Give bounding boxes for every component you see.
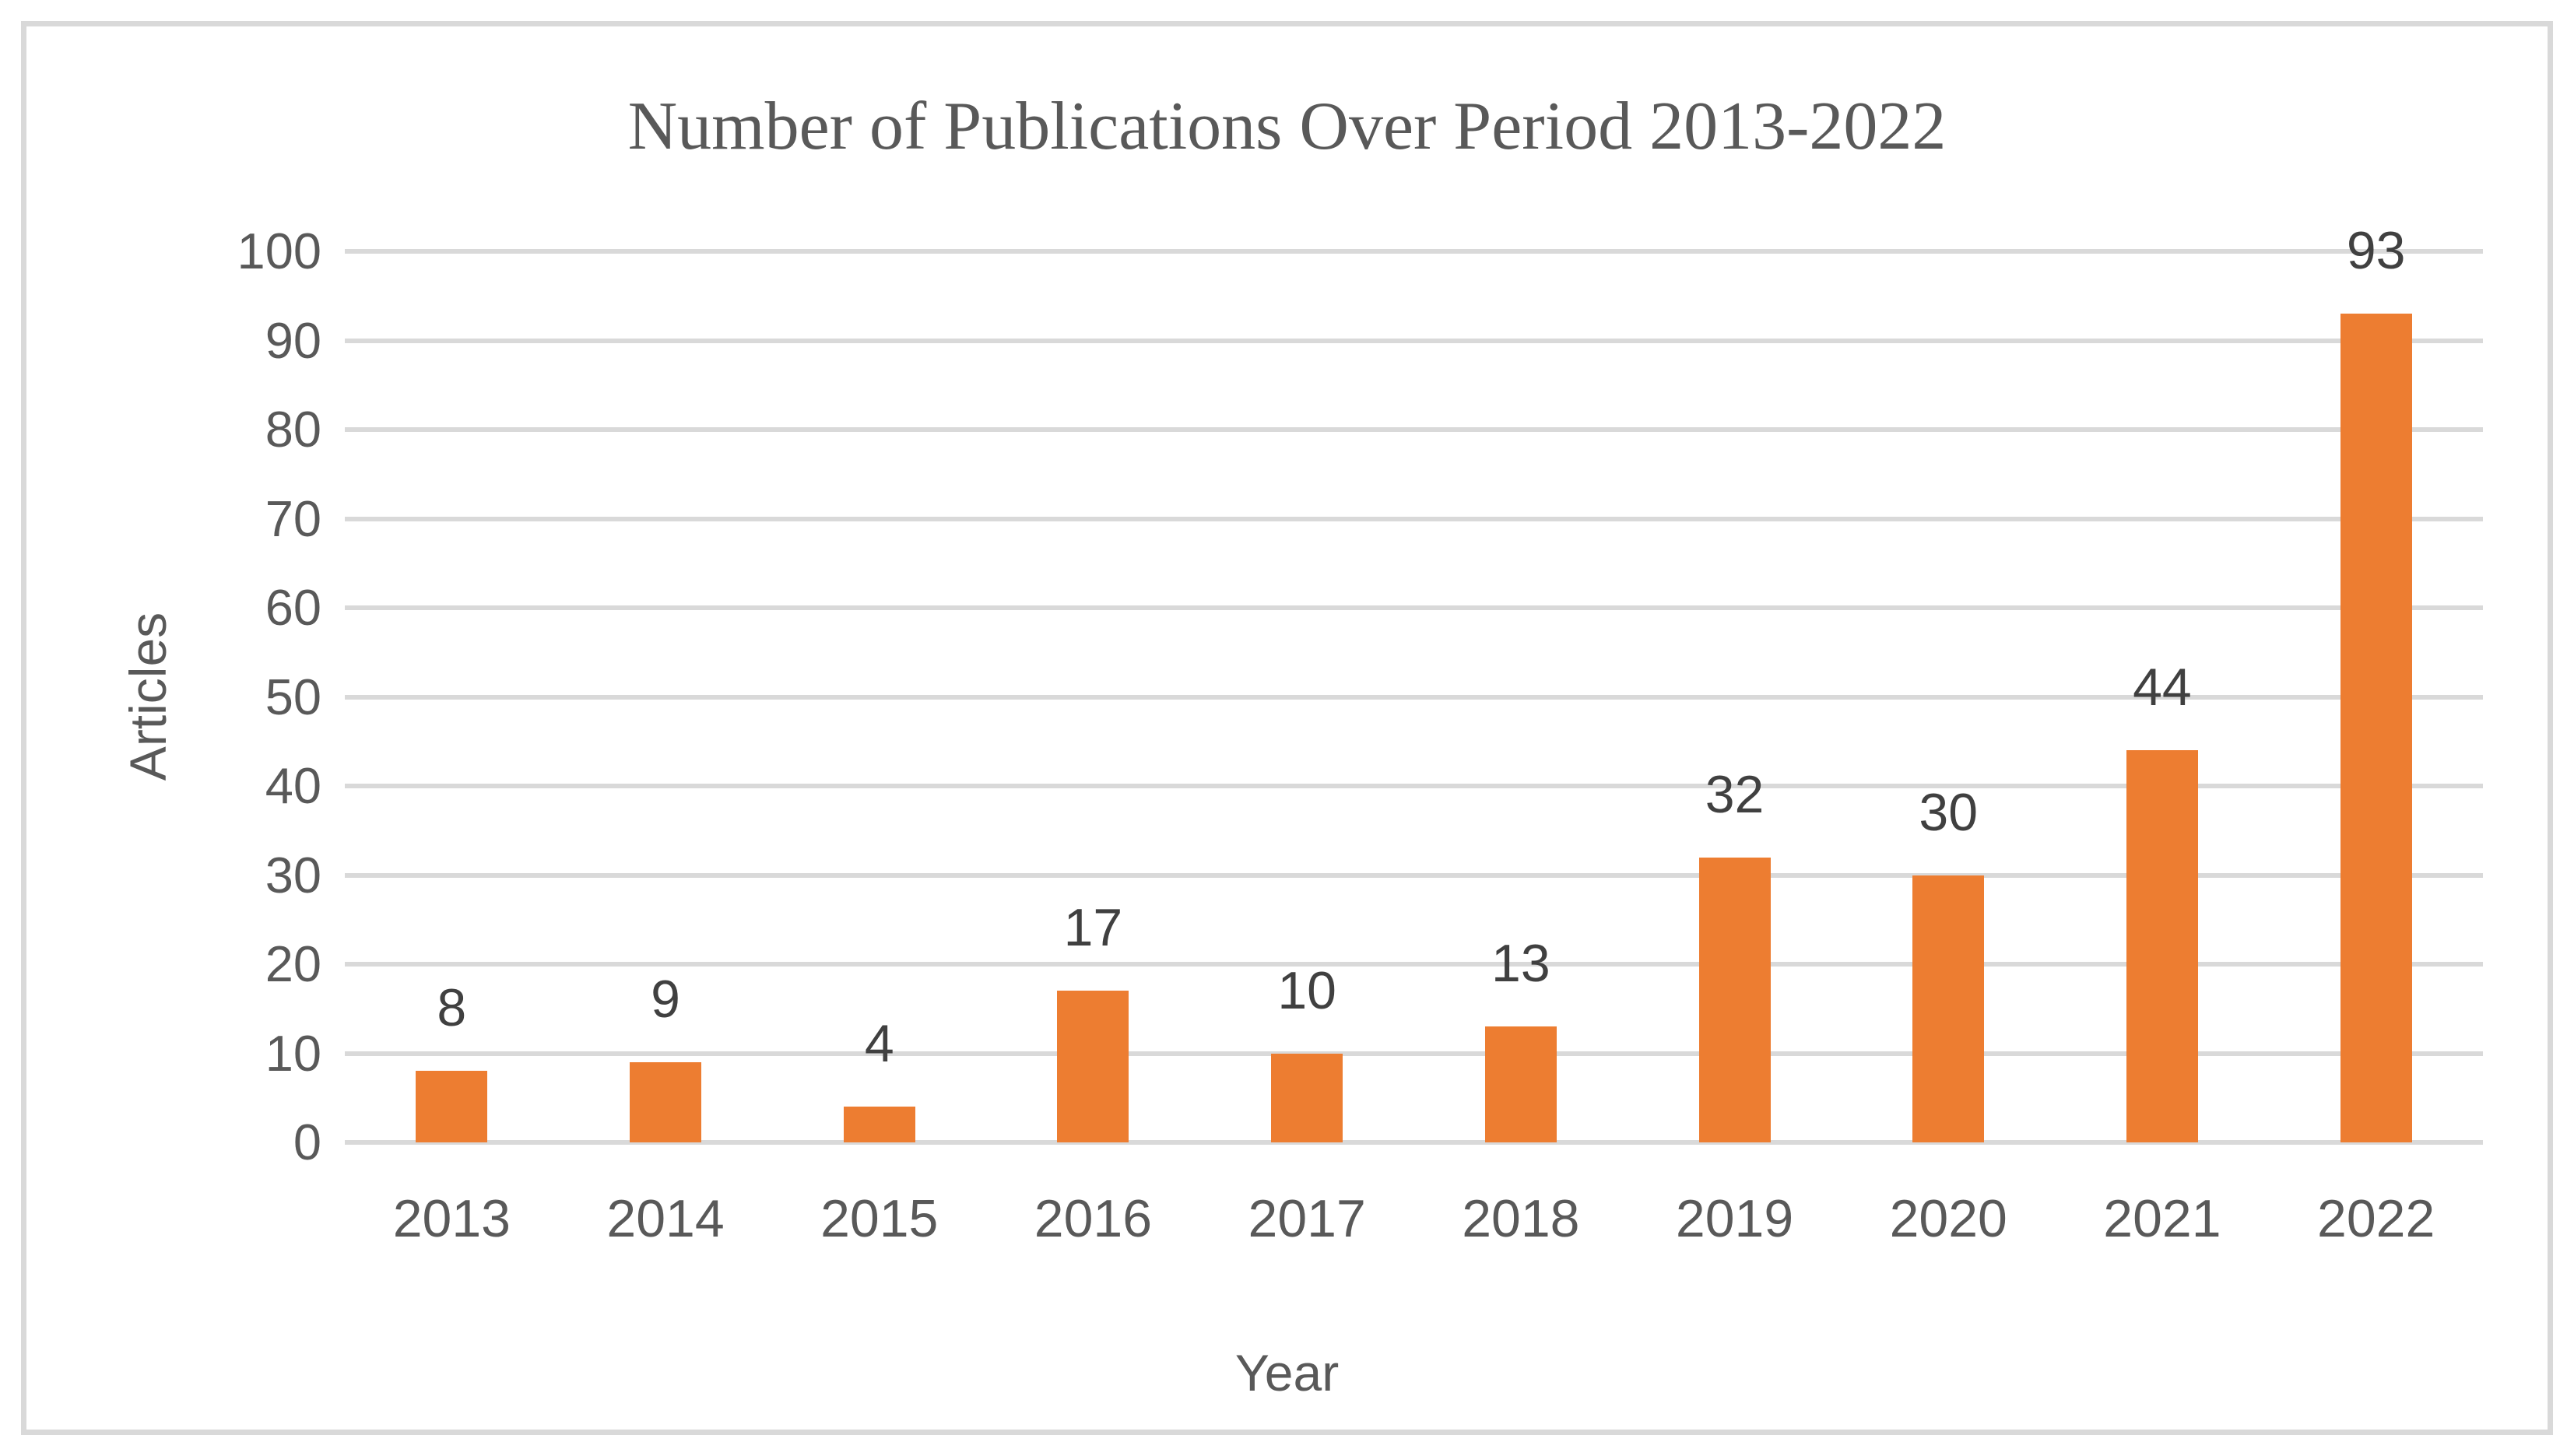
data-label-2019: 32: [1705, 764, 1765, 824]
gridline-80: [345, 427, 2483, 432]
x-tick-label-2014: 2014: [606, 1189, 725, 1248]
gridline-20: [345, 962, 2483, 967]
gridline-30: [345, 872, 2483, 878]
x-axis-title: Year: [1234, 1344, 1340, 1402]
data-label-2020: 30: [1919, 782, 1979, 842]
bar-2018: [1484, 1026, 1557, 1142]
y-tick-label-60: 60: [265, 579, 321, 636]
y-tick-label-30: 30: [265, 846, 321, 903]
gridline-0: [345, 1140, 2483, 1145]
bar-2014: [630, 1061, 702, 1142]
bar-2017: [1271, 1053, 1343, 1142]
gridline-50: [345, 694, 2483, 700]
x-tick-label-2021: 2021: [2103, 1189, 2221, 1248]
bar-2015: [843, 1107, 915, 1142]
bar-2020: [1912, 875, 1985, 1142]
bar-2022: [2340, 314, 2412, 1142]
data-label-2015: 4: [864, 1014, 894, 1074]
bar-2019: [1698, 857, 1771, 1142]
x-tick-label-2020: 2020: [1889, 1189, 2007, 1248]
gridline-40: [345, 784, 2483, 788]
chart-title: Number of Publications Over Period 2013-…: [627, 89, 1947, 164]
y-tick-label-20: 20: [265, 935, 321, 992]
gridline-10: [345, 1051, 2483, 1056]
gridline-60: [345, 605, 2483, 610]
data-label-2017: 10: [1277, 960, 1336, 1020]
x-tick-label-2013: 2013: [392, 1189, 511, 1248]
bar-2016: [1057, 991, 1129, 1142]
bar-2021: [2126, 750, 2198, 1142]
data-label-2021: 44: [2133, 658, 2192, 717]
data-label-2014: 9: [651, 969, 680, 1029]
x-tick-label-2019: 2019: [1675, 1189, 1794, 1248]
x-tick-label-2016: 2016: [1034, 1189, 1153, 1248]
data-label-2016: 17: [1063, 898, 1123, 958]
y-tick-label-10: 10: [265, 1024, 321, 1082]
y-tick-label-70: 70: [265, 489, 321, 547]
y-tick-label-40: 40: [265, 757, 321, 814]
bar-2013: [416, 1071, 488, 1142]
gridline-90: [345, 338, 2483, 343]
data-label-2022: 93: [2346, 221, 2406, 281]
gridline-70: [345, 516, 2483, 521]
x-tick-label-2022: 2022: [2317, 1189, 2435, 1248]
y-tick-label-100: 100: [237, 223, 321, 279]
x-tick-label-2018: 2018: [1462, 1189, 1580, 1248]
data-label-2018: 13: [1491, 934, 1550, 994]
data-label-2013: 8: [437, 978, 467, 1038]
y-tick-label-80: 80: [265, 401, 321, 458]
x-tick-label-2017: 2017: [1248, 1189, 1366, 1248]
y-tick-label-90: 90: [265, 311, 321, 369]
y-tick-label-0: 0: [293, 1114, 321, 1170]
x-tick-label-2015: 2015: [820, 1189, 939, 1248]
gridline-100: [345, 249, 2483, 254]
y-tick-label-50: 50: [265, 668, 321, 725]
chart-frame: [21, 21, 2553, 1435]
